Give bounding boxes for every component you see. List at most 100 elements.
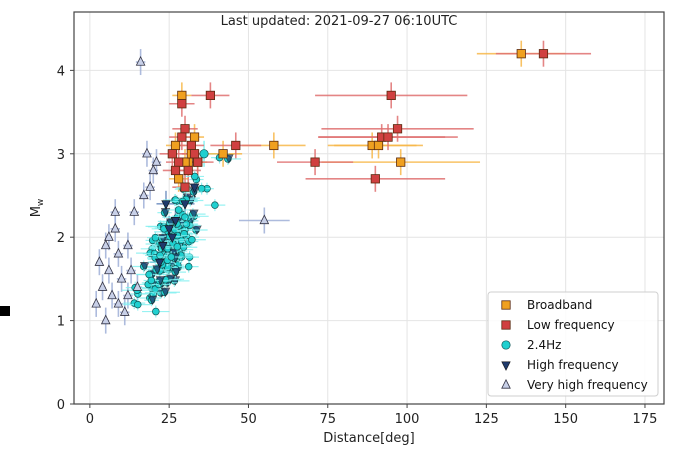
legend-box [487, 291, 659, 397]
low-frequency-point [177, 99, 187, 109]
high-frequency-point [152, 265, 162, 275]
y-axis-label-subscript: w [36, 199, 46, 206]
very-high-frequency-point [138, 189, 149, 200]
very-high-frequency-point [110, 206, 121, 216]
x-tick-label: 25 [161, 412, 178, 427]
high-frequency-point [154, 258, 165, 269]
low-frequency-point [392, 124, 403, 134]
high-frequency-point [158, 242, 168, 252]
high-frequency-point [189, 183, 200, 194]
side-marker [0, 306, 10, 316]
legend-label-very-high-frequency: Very high frequency [527, 378, 648, 392]
x-tick-label: 125 [474, 412, 499, 427]
legend-marker-high-frequency [501, 361, 511, 371]
2-4hz-point [197, 184, 206, 193]
2-4hz-point [184, 262, 193, 271]
low-frequency-point [189, 149, 200, 159]
chart-title: Last updated: 2021-09-27 06:10UTC [221, 14, 458, 29]
very-high-frequency-point [113, 247, 124, 258]
low-frequency-point [170, 165, 181, 176]
very-high-frequency-point [116, 272, 127, 283]
y-tick-label: 2 [57, 231, 65, 246]
y-axis-label: Mw [29, 199, 46, 218]
broadband-point [170, 140, 181, 151]
low-frequency-point [231, 140, 241, 151]
2-4hz-point [167, 253, 176, 261]
low-frequency-point [183, 165, 193, 176]
y-tick-label: 3 [57, 148, 65, 163]
low-frequency-point [310, 157, 320, 167]
high-frequency-point [161, 200, 171, 210]
very-high-frequency-point [259, 214, 270, 225]
plot-frame [73, 11, 665, 405]
very-high-frequency-point [104, 231, 114, 241]
axis-ticks: 0 25 50 75 100 125 150 175 0 1 2 3 4 [57, 64, 658, 427]
low-frequency-point [370, 174, 380, 184]
low-frequency-point [186, 140, 196, 151]
low-frequency-point [386, 90, 396, 101]
broadband-point [218, 149, 228, 159]
broadband-point [269, 140, 279, 151]
x-tick-label: 50 [240, 412, 257, 427]
x-tick-label: 75 [319, 412, 336, 427]
2-4hz-point [199, 149, 209, 159]
low-frequency-point [180, 182, 190, 192]
very-high-frequency-point [142, 147, 152, 158]
very-high-frequency-point [135, 55, 146, 66]
high-frequency-point [170, 217, 181, 227]
x-tick-label: 0 [86, 412, 94, 427]
legend-marker-low-frequency [501, 320, 511, 330]
high-frequency-point [160, 287, 171, 298]
low-frequency-point [538, 49, 549, 59]
broadband-point [177, 90, 187, 101]
high-frequency-point [147, 295, 158, 306]
x-axis-label: Distance[deg] [323, 431, 415, 446]
very-high-frequency-point [100, 314, 111, 325]
very-high-frequency-point [107, 289, 117, 300]
very-high-frequency-point [129, 206, 140, 216]
very-high-frequency-point [113, 297, 124, 308]
2-4hz-point [156, 251, 164, 260]
y-axis-label-main: M [29, 206, 44, 217]
low-frequency-point [180, 124, 190, 134]
2-4hz-point [173, 242, 182, 251]
2-4hz-point [147, 276, 156, 285]
very-high-frequency-point [132, 281, 143, 291]
very-high-frequency-point [91, 297, 102, 308]
y-tick-label: 0 [57, 398, 65, 413]
very-high-frequency-point [97, 281, 108, 291]
high-frequency-point [180, 200, 190, 210]
x-tick-label: 150 [553, 412, 578, 427]
broadband-point [189, 132, 200, 142]
y-tick-label: 4 [57, 64, 65, 79]
broadband-point [516, 49, 526, 59]
high-frequency-point [140, 262, 150, 272]
2-4hz-point [152, 307, 160, 316]
legend-marker-broadband [501, 300, 511, 310]
very-high-frequency-point [94, 256, 105, 266]
legend-label-broadband: Broadband [527, 298, 592, 312]
2-4hz-point [191, 172, 199, 181]
low-frequency-point [174, 157, 184, 167]
2-4hz-point [181, 213, 189, 221]
x-tick-label: 175 [633, 412, 658, 427]
broadband-point [396, 157, 406, 167]
low-frequency-point [383, 132, 393, 142]
legend-marker-2-4hz [501, 340, 511, 350]
very-high-frequency-point [145, 181, 155, 191]
data-points [91, 49, 549, 325]
very-high-frequency-point [104, 264, 114, 275]
x-tick-label: 100 [395, 412, 420, 427]
2-4hz-point [174, 206, 183, 214]
high-frequency-point [167, 233, 178, 244]
legend-label-2-4hz: 2.4Hz [527, 338, 561, 352]
very-high-frequency-point [110, 222, 121, 233]
very-high-frequency-point [119, 306, 130, 316]
high-frequency-point [164, 225, 174, 235]
2-4hz-point [134, 300, 142, 309]
legend-label-low-frequency: Low frequency [527, 318, 615, 332]
very-high-frequency-point [148, 164, 159, 175]
2-4hz-point [211, 201, 219, 209]
very-high-frequency-point [151, 156, 162, 166]
